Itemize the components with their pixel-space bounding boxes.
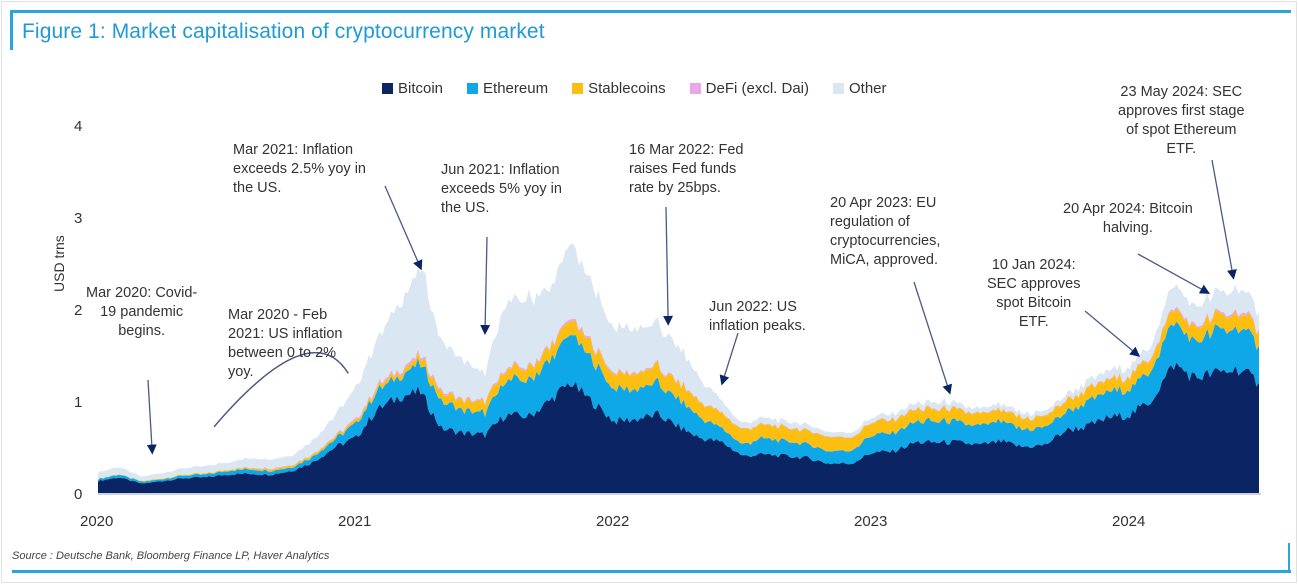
annotation-arrow (663, 206, 674, 326)
axes: 0 1 2 3 4 2020 2021 2022 2023 2024 (74, 118, 1261, 530)
annotation-covid: Mar 2020: Covid- 19 pandemic begins. (86, 285, 198, 339)
annotation-arrow (913, 281, 953, 395)
annotation-arrow (480, 236, 491, 335)
legend-item-bitcoin: Bitcoin (382, 80, 443, 97)
annotation-arrow (146, 379, 157, 455)
right-rule (1288, 543, 1290, 572)
legend-label: Ethereum (483, 80, 549, 97)
annotation-arrow (1211, 159, 1237, 280)
annotation-apr-2023: 20 Apr 2023: EU regulation of cryptocurr… (830, 195, 941, 268)
annotation-mar-2021: Mar 2021: Inflation exceeds 2.5% yoy in … (233, 142, 366, 196)
x-tick-label: 2023 (854, 513, 887, 530)
figure-title: Figure 1: Market capitalisation of crypt… (22, 20, 545, 43)
legend-label: Bitcoin (398, 80, 444, 97)
legend-item-other: Other (833, 80, 887, 97)
annotation-jun-2022: Jun 2022: US inflation peaks. (709, 299, 806, 334)
top-rule (10, 10, 1291, 13)
annotation-arrow (1137, 253, 1211, 294)
bottom-rule (12, 570, 1291, 573)
x-tick-label: 2020 (80, 513, 113, 530)
x-tick-label: 2024 (1112, 513, 1145, 530)
legend-swatch (833, 83, 844, 94)
y-tick-label: 2 (74, 302, 82, 319)
y-tick-label: 1 (74, 394, 82, 411)
legend-label: Other (849, 80, 887, 97)
legend-item-stablecoins: Stablecoins (572, 80, 666, 97)
source-note: Source : Deutsche Bank, Bloomberg Financ… (12, 550, 330, 562)
y-tick-label: 4 (74, 118, 82, 135)
y-tick-label: 0 (74, 486, 82, 503)
annotation-curve (213, 351, 349, 428)
annotation-arrow (719, 332, 739, 386)
area-bitcoin (98, 362, 1259, 493)
legend: Bitcoin Ethereum Stablecoins DeFi (excl.… (382, 80, 911, 97)
annotation-mar-2022: 16 Mar 2022: Fed raises Fed funds rate b… (629, 142, 744, 196)
left-rule (10, 10, 13, 50)
legend-item-ethereum: Ethereum (467, 80, 548, 97)
annotation-jan-2024: 10 Jan 2024: SEC approves spot Bitcoin E… (987, 257, 1081, 330)
y-tick-label: 3 (74, 210, 82, 227)
legend-swatch (467, 83, 479, 94)
annotation-may-2024: 23 May 2024: SEC approves first stage of… (1118, 84, 1245, 157)
legend-swatch (382, 83, 393, 94)
x-tick-label: 2021 (338, 513, 371, 530)
legend-swatch (572, 83, 584, 94)
legend-item-defi: DeFi (excl. Dai) (689, 80, 809, 97)
area-other (98, 243, 1259, 482)
annotation-arrow (1084, 310, 1141, 357)
stacked-areas (98, 243, 1259, 493)
annotation-inflation-0-2: Mar 2020 - Feb 2021: US inflation betwee… (228, 307, 343, 380)
legend-swatch (689, 83, 701, 94)
x-tick-label: 2022 (596, 513, 629, 530)
legend-label: DeFi (excl. Dai) (705, 80, 809, 97)
annotation-jun-2021: Jun 2021: Inflation exceeds 5% yoy in th… (441, 162, 562, 216)
area-stablecoins (98, 308, 1259, 482)
area-ethereum (98, 321, 1259, 484)
legend-label: Stablecoins (588, 80, 666, 97)
annotation-apr-2024: 20 Apr 2024: Bitcoin halving. (1063, 201, 1193, 236)
annotation-arrow (384, 185, 423, 271)
annotation-arrows (146, 159, 1237, 455)
